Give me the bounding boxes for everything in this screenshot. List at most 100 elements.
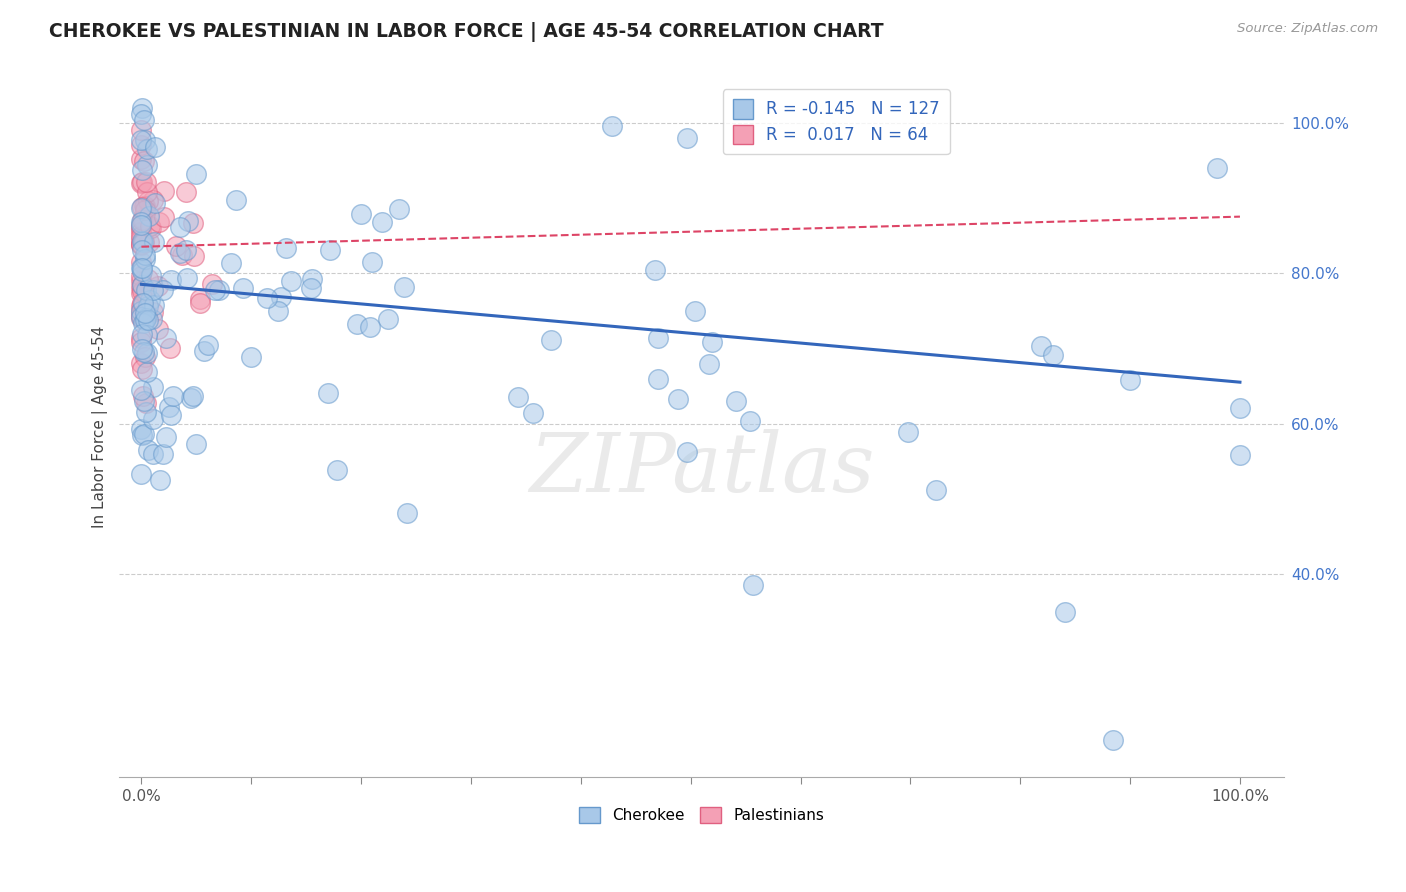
Point <box>142 283 165 297</box>
Point <box>143 196 166 211</box>
Point <box>131 225 153 239</box>
Point <box>301 272 323 286</box>
Point <box>131 254 153 268</box>
Point <box>131 138 153 153</box>
Point <box>131 219 153 233</box>
Point <box>131 213 153 227</box>
Point <box>1053 605 1076 619</box>
Point <box>1119 373 1142 387</box>
Point <box>644 263 666 277</box>
Point <box>131 264 153 278</box>
Point <box>131 356 153 370</box>
Text: ZIPatlas: ZIPatlas <box>529 429 875 509</box>
Point <box>165 239 187 253</box>
Point <box>346 317 368 331</box>
Point <box>131 176 153 190</box>
Point <box>359 319 381 334</box>
Point <box>602 119 624 133</box>
Point <box>136 328 159 343</box>
Point <box>131 237 153 252</box>
Point <box>131 278 153 293</box>
Point <box>162 389 184 403</box>
Point <box>392 279 415 293</box>
Point <box>299 281 322 295</box>
Point <box>136 442 159 457</box>
Point <box>204 283 226 297</box>
Point <box>131 200 153 214</box>
Point <box>180 391 202 405</box>
Point <box>700 335 723 350</box>
Point <box>136 299 159 313</box>
Point <box>131 175 153 189</box>
Point <box>131 335 153 350</box>
Point <box>135 311 157 326</box>
Point <box>131 152 153 166</box>
Point <box>169 219 191 234</box>
Point <box>132 296 155 310</box>
Point <box>135 158 157 172</box>
Point <box>647 372 669 386</box>
Point <box>131 422 153 436</box>
Point <box>139 293 162 307</box>
Point <box>146 279 169 293</box>
Point <box>377 312 399 326</box>
Point <box>183 249 205 263</box>
Point <box>131 215 153 229</box>
Point <box>134 248 156 262</box>
Point <box>134 199 156 213</box>
Point <box>1102 732 1125 747</box>
Point <box>131 285 153 300</box>
Point <box>131 201 153 215</box>
Point <box>142 193 165 207</box>
Point <box>142 380 165 394</box>
Point <box>508 390 530 404</box>
Point <box>131 107 153 121</box>
Point <box>208 283 231 297</box>
Point <box>142 298 165 312</box>
Point <box>131 383 153 397</box>
Point <box>131 123 153 137</box>
Point <box>925 483 948 497</box>
Point <box>225 194 247 208</box>
Point <box>350 207 373 221</box>
Point <box>176 243 198 257</box>
Point <box>131 268 153 283</box>
Point <box>131 343 153 357</box>
Point <box>742 577 765 591</box>
Point <box>197 337 219 351</box>
Point <box>160 273 183 287</box>
Point <box>134 306 156 320</box>
Point <box>131 229 153 244</box>
Point <box>141 221 163 235</box>
Point <box>1229 448 1251 462</box>
Point <box>146 321 169 335</box>
Point <box>280 274 302 288</box>
Point <box>142 412 165 426</box>
Point <box>138 194 160 208</box>
Point <box>153 184 176 198</box>
Point <box>193 343 215 358</box>
Point <box>131 304 153 318</box>
Point <box>132 344 155 359</box>
Point <box>131 284 153 298</box>
Point <box>188 292 211 306</box>
Point <box>131 237 153 252</box>
Point <box>131 299 153 313</box>
Point <box>232 281 254 295</box>
Point <box>153 210 176 224</box>
Point <box>160 408 183 422</box>
Point <box>522 406 544 420</box>
Point <box>169 246 191 260</box>
Point <box>136 312 159 326</box>
Point <box>131 308 153 322</box>
Point <box>131 236 153 251</box>
Point <box>148 215 170 229</box>
Point <box>131 311 153 326</box>
Point <box>897 425 920 440</box>
Point <box>134 312 156 326</box>
Point <box>149 473 172 487</box>
Point <box>371 215 394 229</box>
Point <box>131 331 153 345</box>
Point <box>1205 161 1227 176</box>
Point <box>388 202 411 216</box>
